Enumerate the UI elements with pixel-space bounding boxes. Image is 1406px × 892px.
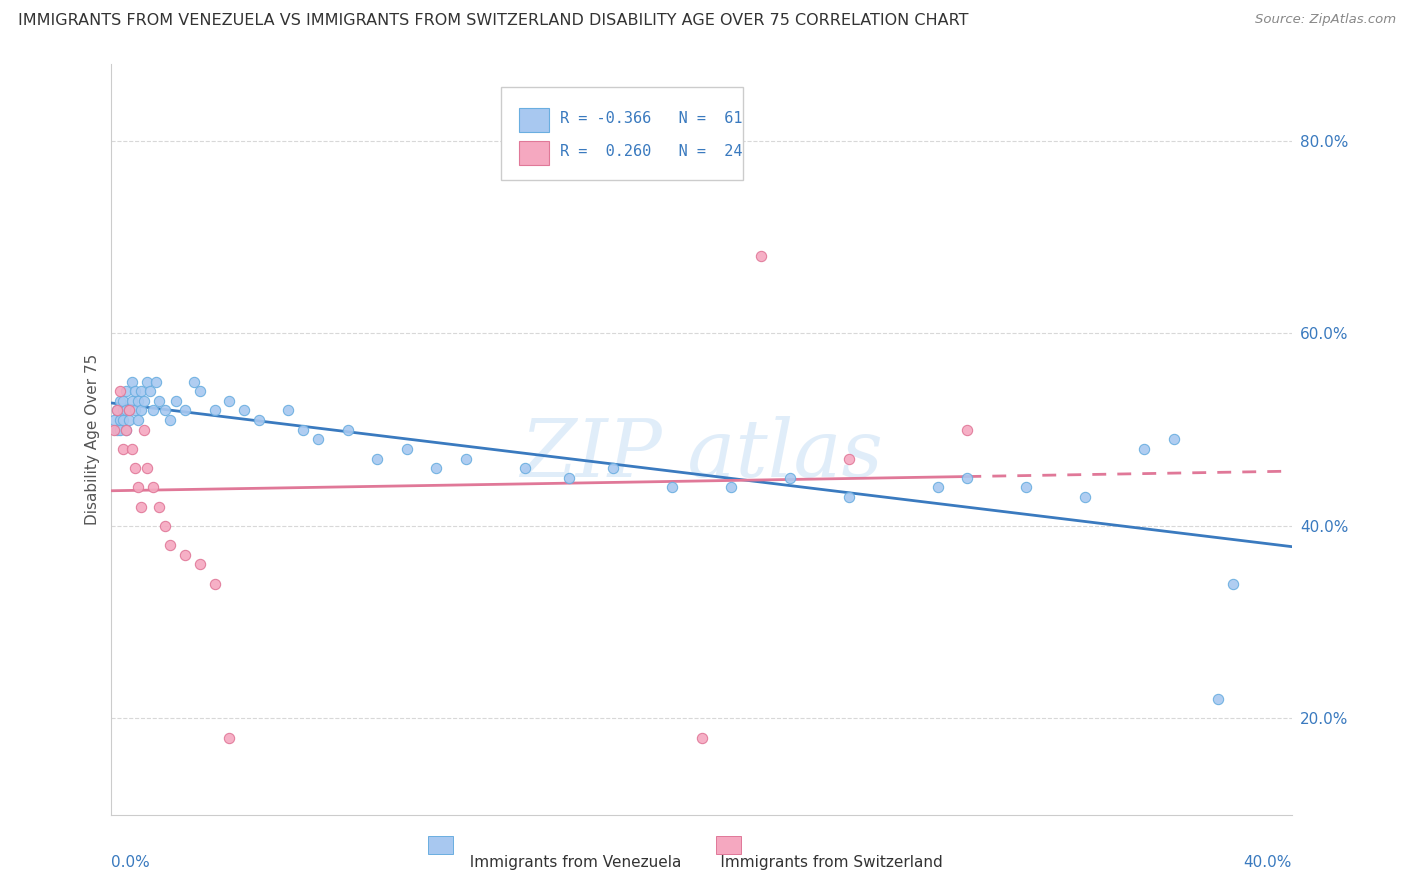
Point (233, 403, 256, 417)
FancyBboxPatch shape (519, 108, 550, 132)
Point (129, 384, 152, 399)
Point (366, 451, 388, 466)
Point (112, 393, 135, 408)
Point (159, 413, 181, 427)
Point (132, 393, 155, 408)
Point (105, 403, 128, 417)
Point (247, 413, 270, 427)
Point (602, 461, 624, 475)
Point (513, 461, 536, 475)
Point (336, 423, 359, 437)
Point (558, 471, 581, 485)
Point (139, 384, 162, 399)
Point (135, 461, 157, 475)
Point (115, 403, 138, 417)
Point (183, 375, 205, 389)
Point (105, 423, 128, 437)
Point (110, 393, 132, 408)
Point (1015, 480, 1038, 494)
Point (118, 413, 141, 427)
Point (124, 384, 146, 399)
Point (135, 375, 157, 389)
Point (127, 393, 149, 408)
Point (174, 548, 197, 562)
Text: ZIP atlas: ZIP atlas (520, 416, 883, 493)
Point (121, 375, 143, 389)
Point (115, 384, 138, 399)
Point (395, 442, 418, 456)
Point (838, 451, 860, 466)
Point (188, 558, 211, 572)
Point (690, 731, 713, 745)
Point (129, 403, 152, 417)
Point (132, 423, 155, 437)
Point (661, 480, 683, 494)
Point (103, 423, 125, 437)
Point (779, 471, 801, 485)
Point (956, 471, 979, 485)
Point (129, 500, 152, 514)
Point (112, 442, 135, 456)
Point (110, 384, 132, 399)
Point (127, 480, 149, 494)
Point (218, 393, 240, 408)
Point (159, 538, 181, 552)
Point (110, 423, 132, 437)
Text: 40.0%: 40.0% (1244, 855, 1292, 870)
Point (115, 423, 138, 437)
Point (127, 413, 149, 427)
Point (1074, 490, 1097, 504)
Point (292, 423, 315, 437)
Point (103, 413, 125, 427)
Point (121, 393, 143, 408)
Point (204, 403, 226, 417)
Point (153, 403, 176, 417)
Point (124, 461, 146, 475)
Point (277, 403, 299, 417)
Point (142, 403, 165, 417)
Point (1133, 442, 1156, 456)
Point (425, 461, 447, 475)
FancyBboxPatch shape (519, 141, 550, 165)
Point (749, 250, 772, 264)
Point (124, 403, 146, 417)
Text: 0.0%: 0.0% (111, 855, 150, 870)
Point (121, 442, 143, 456)
Point (153, 519, 176, 533)
Point (105, 403, 128, 417)
Point (720, 480, 742, 494)
FancyBboxPatch shape (501, 87, 742, 180)
Point (956, 423, 979, 437)
Point (454, 451, 477, 466)
Y-axis label: Disability Age Over 75: Disability Age Over 75 (86, 354, 100, 524)
Text: IMMIGRANTS FROM VENEZUELA VS IMMIGRANTS FROM SWITZERLAND DISABILITY AGE OVER 75 : IMMIGRANTS FROM VENEZUELA VS IMMIGRANTS … (18, 13, 969, 29)
Point (148, 500, 170, 514)
Point (204, 576, 226, 591)
Point (142, 480, 165, 494)
Point (1206, 692, 1229, 706)
Text: R =  0.260   N =  24: R = 0.260 N = 24 (560, 144, 742, 159)
Point (112, 403, 135, 417)
Text: Source: ZipAtlas.com: Source: ZipAtlas.com (1256, 13, 1396, 27)
Point (1222, 576, 1244, 591)
Point (174, 403, 197, 417)
Point (118, 403, 141, 417)
Point (307, 433, 329, 447)
Point (218, 731, 240, 745)
Point (927, 480, 949, 494)
Point (118, 403, 141, 417)
Point (112, 413, 135, 427)
Point (148, 393, 170, 408)
Point (110, 413, 132, 427)
Text: Immigrants from Venezuela        Immigrants from Switzerland: Immigrants from Venezuela Immigrants fro… (460, 855, 943, 870)
Point (115, 423, 138, 437)
Point (145, 375, 167, 389)
Text: R = -0.366   N =  61: R = -0.366 N = 61 (560, 111, 742, 126)
Point (188, 384, 211, 399)
Point (838, 490, 860, 504)
Point (1163, 433, 1185, 447)
Point (165, 393, 187, 408)
